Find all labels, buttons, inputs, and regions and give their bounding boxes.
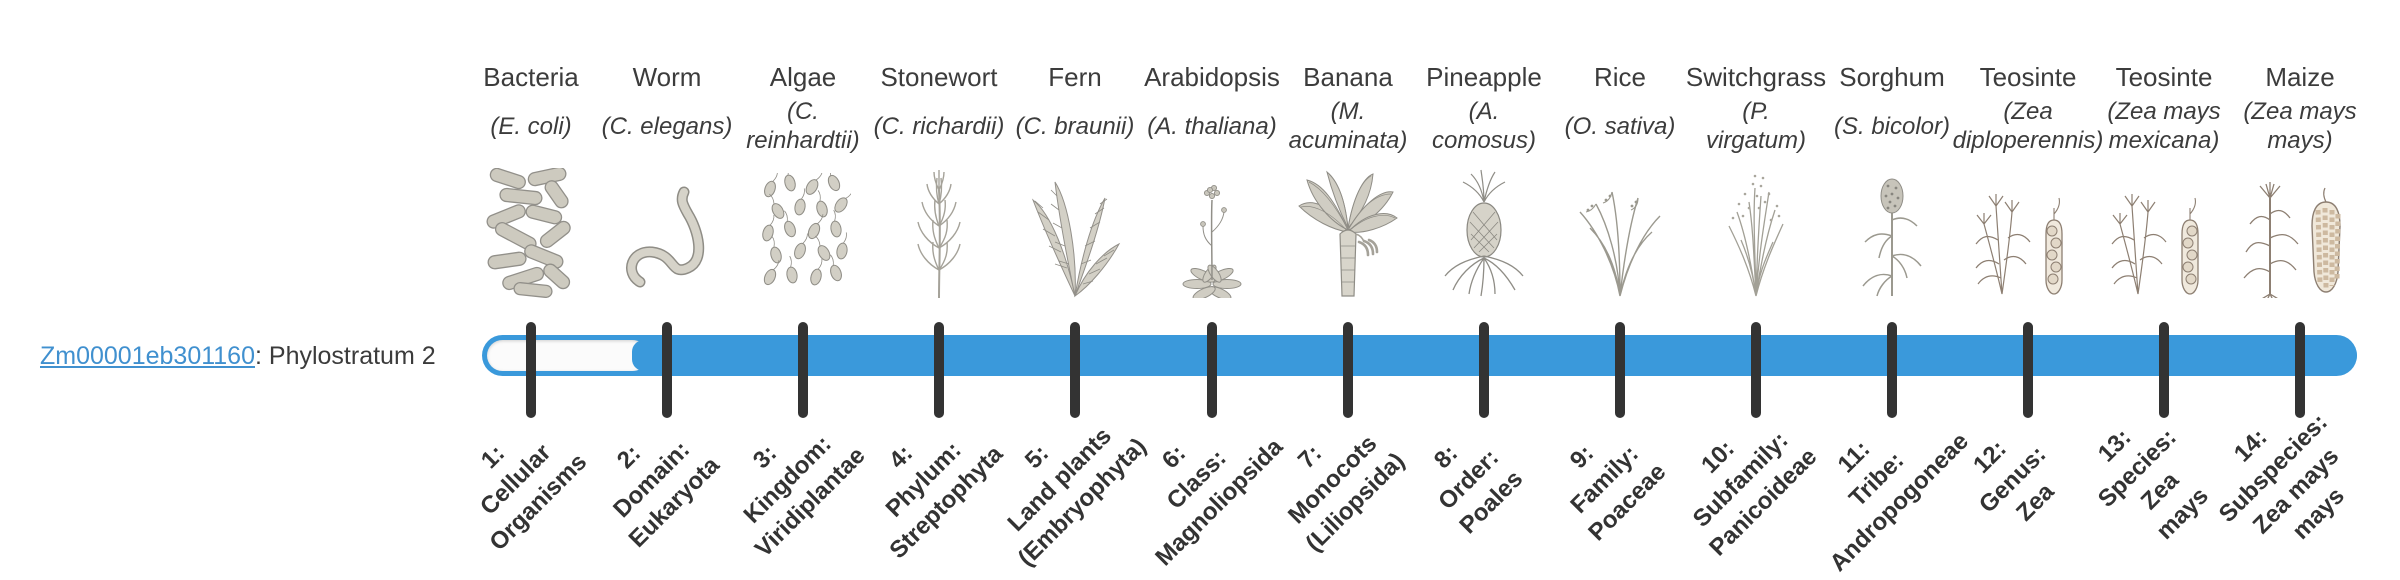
- gene-label: Zm00001eb301160: Phylostratum 2: [40, 340, 436, 372]
- organism-column-maize: Maize (Zea mays mays): [2215, 60, 2385, 298]
- stratum-label-4: 4: Phylum: Streptophyta: [880, 436, 1009, 565]
- organism-name: Sorghum: [1839, 62, 1945, 92]
- gene-phylostratum-text: : Phylostratum 2: [255, 342, 436, 370]
- organism-column-teosinte-diploperennis: Teosinte (Zea diploperennis): [1943, 60, 2113, 298]
- banana-illustration: [1263, 158, 1433, 298]
- maize-illustration: [2215, 158, 2385, 298]
- stratum-label-14: 14: Subspecies: Zea mays mays: [2213, 408, 2350, 545]
- stratum-label-12: 12: Genus: Zea: [1968, 435, 2060, 527]
- organism-name: Pineapple: [1426, 62, 1542, 92]
- organism-name: Switchgrass: [1685, 62, 1827, 92]
- gene-id-link[interactable]: Zm00001eb301160: [40, 342, 255, 370]
- organism-column-teosinte-mexicana: Teosinte (Zea mays mexicana): [2079, 60, 2249, 298]
- teosinte-illustration: [1943, 158, 2113, 298]
- organism-column-arabidopsis: Arabidopsis (A. thaliana): [1127, 60, 1297, 298]
- organism-species: (C. richardii): [873, 112, 1005, 140]
- organism-name: Fern: [1048, 62, 1102, 92]
- stratum-label-5: 5: Land plants (Embryophyta): [1002, 422, 1152, 572]
- organism-species: (O. sativa): [1564, 112, 1676, 140]
- stratum-label-3: 3: Kingdom: Viridiplantae: [738, 430, 871, 563]
- organism-species: (S. bicolor): [1833, 112, 1951, 140]
- teosinte-illustration: [2079, 158, 2249, 298]
- timeline-tick-11: [1887, 322, 1897, 418]
- organism-column-switchgrass: Switchgrass (P. virgatum): [1671, 60, 1841, 298]
- switchgrass-illustration: [1671, 158, 1841, 298]
- fern-illustration: [990, 158, 1160, 298]
- pineapple-illustration: [1399, 158, 1569, 298]
- timeline-tick-8: [1479, 322, 1489, 418]
- timeline-tick-5: [1070, 322, 1080, 418]
- stratum-label-8: 8: Order: Poales: [1428, 439, 1529, 540]
- timeline-tick-14: [2295, 322, 2305, 418]
- organism-species: (C. reinhardtii): [746, 98, 860, 154]
- timeline-tick-4: [934, 322, 944, 418]
- organism-column-worm: Worm (C. elegans): [582, 60, 752, 298]
- organism-species: (E. coli): [490, 112, 572, 140]
- timeline-tick-1: [526, 322, 536, 418]
- timeline-tick-7: [1343, 322, 1353, 418]
- organism-species: (Zea mays mexicana): [2107, 98, 2221, 154]
- organism-column-fern: Fern (C. braunii): [990, 60, 1160, 298]
- organism-column-rice: Rice (O. sativa): [1535, 60, 1705, 298]
- timeline-tick-10: [1751, 322, 1761, 418]
- rice-illustration: [1535, 158, 1705, 298]
- stratum-label-11: 11: Tribe: Andropogoneae: [1824, 427, 1974, 577]
- organism-species: (C. elegans): [601, 112, 733, 140]
- organism-species: (C. braunii): [1015, 112, 1135, 140]
- phylostratum-bar-unfilled-track: [487, 340, 648, 371]
- organism-name: Worm: [632, 62, 702, 92]
- organism-name: Stonewort: [880, 62, 998, 92]
- timeline-tick-6: [1207, 322, 1217, 418]
- phylostratum-bar: [482, 335, 2357, 376]
- bacteria-illustration: [446, 158, 616, 298]
- organism-name: Maize: [2265, 62, 2335, 92]
- organism-name: Arabidopsis: [1144, 62, 1280, 92]
- organism-name: Rice: [1593, 62, 1646, 92]
- organism-column-sorghum: Sorghum (S. bicolor): [1807, 60, 1977, 298]
- stratum-label-7: 7: Monocots (Liliopsida): [1283, 430, 1411, 558]
- phylostratum-bar-fill: [632, 340, 2357, 371]
- stratum-label-10: 10: Subfamily: Panicoideae: [1687, 426, 1823, 562]
- algae-illustration: [718, 158, 888, 298]
- organism-column-banana: Banana (M. acuminata): [1263, 60, 1433, 298]
- timeline-tick-3: [798, 322, 808, 418]
- organism-name: Teosinte: [2115, 62, 2213, 92]
- organism-name: Banana: [1303, 62, 1393, 92]
- organism-species: (P. virgatum): [1705, 98, 1807, 154]
- stratum-label-6: 6: Class: Magnoliopsida: [1150, 433, 1289, 572]
- timeline-tick-2: [662, 322, 672, 418]
- organism-species: (Zea mays mays): [2243, 98, 2357, 154]
- arabidopsis-illustration: [1127, 158, 1297, 298]
- organism-column-stonewort: Stonewort (C. richardii): [854, 60, 1024, 298]
- organism-column-bacteria: Bacteria (E. coli): [446, 60, 616, 298]
- worm-illustration: [582, 158, 752, 298]
- organism-name: Teosinte: [1979, 62, 2077, 92]
- organism-name: Bacteria: [483, 62, 579, 92]
- stratum-label-1: 1: Cellular Organisms: [474, 438, 593, 557]
- organism-column-algae: Algae (C. reinhardtii): [718, 60, 888, 298]
- organism-species: (A. comosus): [1431, 98, 1537, 154]
- organism-species: (A. thaliana): [1147, 112, 1277, 140]
- stratum-label-9: 9: Family: Poaceae: [1564, 439, 1672, 547]
- timeline-tick-9: [1615, 322, 1625, 418]
- stonewort-illustration: [854, 158, 1024, 298]
- organism-name: Algae: [769, 62, 837, 92]
- organism-species: (M. acuminata): [1288, 98, 1408, 154]
- timeline-tick-13: [2159, 322, 2169, 418]
- organism-species: (Zea diploperennis): [1952, 98, 2104, 154]
- organism-column-pineapple: Pineapple (A. comosus): [1399, 60, 1569, 298]
- sorghum-illustration: [1807, 158, 1977, 298]
- stratum-label-2: 2: Domain: Eukaryota: [608, 436, 725, 553]
- timeline-tick-12: [2023, 322, 2033, 418]
